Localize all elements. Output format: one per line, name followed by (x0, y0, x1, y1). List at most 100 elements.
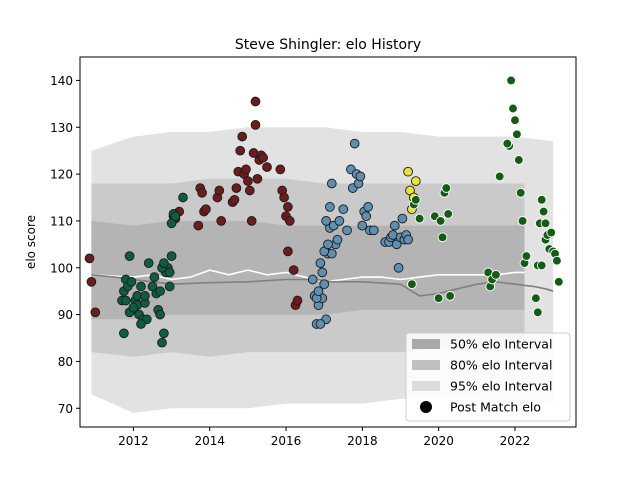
data-point (284, 216, 295, 226)
data-point (393, 262, 404, 273)
data-point (361, 211, 372, 222)
data-point (155, 309, 165, 320)
data-point (338, 204, 349, 215)
data-point (252, 173, 263, 184)
y-axis: 70 80 90 100 110 120 130 140 (50, 74, 80, 416)
data-point (319, 279, 330, 290)
data-point (445, 291, 455, 301)
data-point (512, 129, 522, 140)
data-point (536, 260, 547, 271)
data-point (433, 293, 444, 304)
x-tick-label: 2016 (271, 434, 302, 448)
data-point (143, 258, 154, 268)
data-point (258, 152, 268, 163)
legend-label: 80% elo Interval (450, 358, 552, 373)
y-tick-label: 100 (50, 261, 73, 275)
data-point (157, 337, 167, 348)
data-point (403, 166, 413, 177)
data-point (315, 319, 326, 329)
data-point (159, 328, 169, 339)
legend-label: 50% elo Interval (450, 337, 552, 352)
data-point (326, 178, 337, 189)
data-point (317, 267, 328, 278)
data-point (321, 216, 331, 226)
data-point (235, 145, 246, 156)
data-point (532, 307, 543, 318)
legend-label: Post Match elo (450, 400, 541, 415)
data-point (491, 269, 501, 280)
data-point (170, 211, 181, 222)
data-point (536, 194, 547, 205)
data-point (149, 272, 160, 282)
data-point (510, 115, 520, 126)
plot-frame (79, 56, 577, 428)
data-point (414, 213, 425, 224)
data-point (513, 155, 524, 165)
data-point (237, 131, 248, 142)
data-point (283, 246, 293, 257)
legend-swatch (412, 339, 440, 349)
data-point (119, 328, 129, 339)
y-tick-label: 80 (58, 355, 73, 369)
y-tick-label: 110 (50, 214, 73, 228)
data-point (128, 302, 139, 313)
data-point (521, 251, 532, 261)
x-tick-label: 2020 (423, 434, 454, 448)
legend-box (405, 332, 571, 422)
data-point (178, 192, 188, 203)
data-point (332, 234, 343, 245)
x-tick-label: 2014 (194, 434, 225, 448)
data-point (357, 220, 368, 231)
data-point (540, 218, 551, 229)
data-point (250, 96, 261, 107)
y-tick-label: 70 (58, 402, 73, 416)
data-point (136, 319, 146, 329)
y-tick-label: 130 (50, 121, 73, 135)
data-point (315, 258, 326, 268)
y-tick-label: 120 (50, 168, 73, 182)
data-point (231, 183, 242, 193)
y-axis-label: elo score (24, 215, 38, 269)
data-point (355, 171, 366, 182)
data-point (229, 194, 240, 205)
legend-swatch (412, 381, 440, 391)
data-point (502, 138, 513, 149)
data-point (283, 202, 293, 212)
data-point (292, 295, 303, 306)
data-point (307, 274, 318, 285)
data-point (197, 187, 207, 198)
data-point (246, 216, 257, 226)
data-point (546, 227, 557, 238)
data-point (342, 225, 352, 236)
data-point (403, 234, 413, 245)
data-point (410, 194, 421, 205)
y-tick-label: 90 (58, 308, 73, 322)
data-point (363, 202, 373, 212)
legend-label: 95% elo Interval (450, 379, 552, 394)
data-point (508, 103, 518, 114)
data-point (84, 253, 95, 264)
data-point (166, 251, 177, 261)
data-point (159, 258, 169, 268)
data-point (437, 232, 448, 243)
data-point (250, 120, 261, 130)
data-point (164, 267, 175, 278)
data-point (193, 220, 204, 231)
data-point (494, 171, 505, 182)
data-point (201, 204, 211, 215)
x-tick-label: 2012 (118, 434, 149, 448)
data-point (552, 255, 562, 266)
data-point (443, 209, 454, 219)
data-point (90, 307, 101, 318)
legend-marker (420, 401, 432, 413)
data-point (531, 293, 541, 304)
data-point (214, 185, 225, 196)
data-point (262, 162, 272, 172)
data-point (323, 239, 333, 250)
x-axis: 2012 2014 2016 2018 2020 2022 (118, 427, 530, 448)
data-point (86, 276, 97, 287)
chart-title: Steve Shingler: elo History (235, 37, 421, 53)
legend-swatch (412, 360, 440, 370)
data-point (325, 202, 335, 212)
data-point (538, 206, 549, 217)
